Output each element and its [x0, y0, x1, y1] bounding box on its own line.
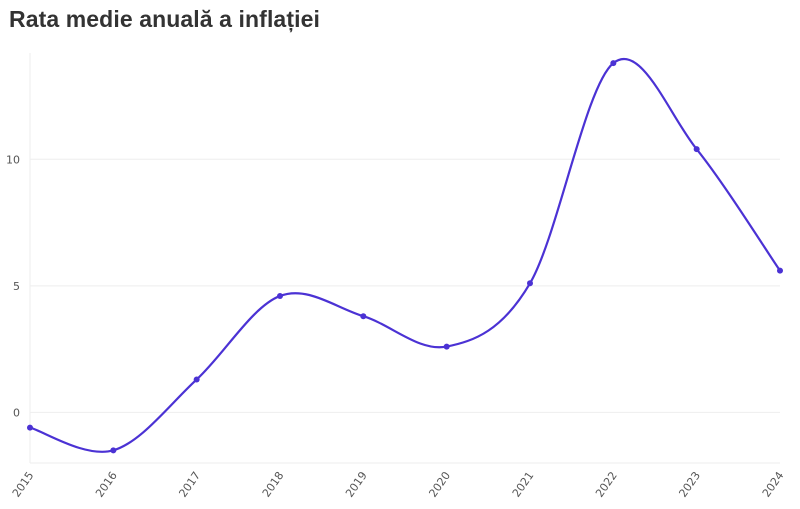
x-tick-label-2022: 2022: [593, 469, 620, 499]
series-line-0: [29, 58, 781, 453]
y-axis-ticks: 0 5 10: [6, 153, 20, 419]
data-point-2023: [693, 146, 700, 153]
data-point-2017: [193, 376, 200, 383]
gridlines: [29, 53, 780, 464]
x-tick-label-2020: 2020: [426, 469, 453, 499]
x-tick-label-2018: 2018: [260, 469, 287, 499]
x-tick-label-2021: 2021: [510, 469, 537, 499]
series-group: [27, 58, 783, 454]
data-point-2019: [360, 313, 367, 320]
x-tick-label-2016: 2016: [93, 469, 120, 499]
data-point-2022: [610, 60, 617, 67]
x-tick-label-2017: 2017: [176, 469, 203, 499]
x-axis-ticks: 2015 2016 2017 2018 2019 2020 2021 2022 2023 2024: [10, 469, 787, 499]
data-point-2018: [277, 292, 283, 299]
data-point-2015: [27, 424, 33, 431]
x-tick-label-2024: 2024: [760, 469, 787, 499]
x-tick-label-2015: 2015: [10, 469, 37, 499]
data-point-2021: [527, 280, 533, 287]
chart-title: Rata medie anuală a inflației: [9, 6, 320, 32]
y-tick-label-0: 0: [13, 406, 20, 419]
data-point-2024: [777, 267, 783, 274]
x-tick-label-2023: 2023: [676, 469, 703, 499]
x-tick-label-2019: 2019: [343, 469, 370, 499]
y-tick-label-5: 5: [13, 280, 20, 293]
data-point-2020: [443, 343, 450, 350]
data-point-2016: [110, 447, 117, 454]
y-tick-label-10: 10: [6, 153, 20, 166]
